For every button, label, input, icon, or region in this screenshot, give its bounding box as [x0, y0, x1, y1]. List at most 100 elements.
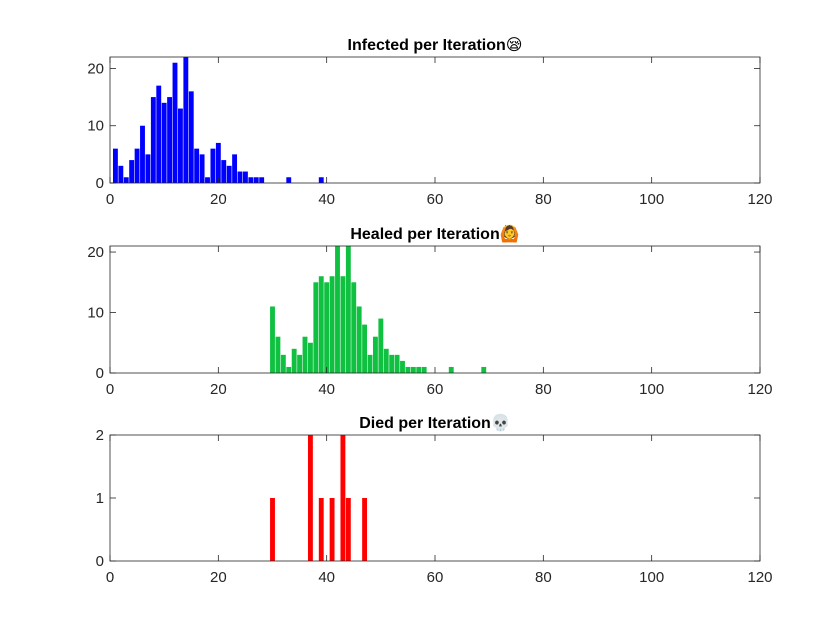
infected-bar — [237, 171, 243, 183]
healed-bar — [394, 354, 400, 373]
infected-bar — [145, 154, 151, 183]
died-xtick-label: 0 — [106, 569, 114, 586]
healed-bar — [481, 366, 487, 373]
infected-bar — [118, 165, 124, 183]
infected-xtick-label: 40 — [318, 191, 335, 208]
healed-bar — [400, 360, 405, 373]
infected-ytick-label: 20 — [87, 60, 104, 77]
infected-xtick-label: 60 — [427, 191, 444, 208]
healed-xtick-label: 20 — [210, 381, 227, 398]
died-xtick-label: 60 — [427, 569, 444, 586]
infected-bar — [286, 177, 292, 183]
died-xtick-label: 100 — [639, 569, 664, 586]
died-xtick-label: 40 — [318, 569, 335, 586]
died-plot-area — [110, 435, 760, 561]
healed-bar — [286, 366, 292, 373]
infected-bar — [161, 102, 167, 183]
healed-bar — [329, 276, 335, 373]
healed-xtick-label: 40 — [318, 381, 335, 398]
infected-bar — [232, 154, 238, 183]
infected-xtick-label: 120 — [747, 191, 772, 208]
died-subplot: 0 20 40 60 80 100 120 0 1 2 Died per Iteration💀 — [96, 413, 773, 586]
died-ytick-label: 0 — [96, 553, 104, 570]
infected-bar — [205, 177, 210, 183]
healed-bar — [345, 246, 351, 373]
infected-xtick-label: 80 — [535, 191, 552, 208]
died-bar — [329, 498, 335, 561]
healed-bar — [335, 246, 340, 373]
died-ytick-label: 1 — [96, 490, 104, 507]
healed-ytick-label: 0 — [96, 365, 104, 382]
healed-bar — [297, 354, 303, 373]
infected-bar — [221, 160, 227, 183]
healed-bar — [280, 354, 286, 373]
healed-bar — [383, 348, 389, 373]
infected-bar — [183, 57, 189, 183]
infected-bar — [194, 148, 200, 183]
infected-plot-area — [110, 57, 760, 183]
healed-bar — [324, 282, 330, 373]
infected-bar — [210, 148, 216, 183]
infected-bar — [172, 62, 178, 184]
infected-ytick-label: 0 — [96, 175, 104, 192]
healed-bar — [307, 342, 313, 373]
infected-bar — [242, 171, 248, 183]
died-bar — [340, 435, 346, 561]
healed-xtick-label: 80 — [535, 381, 552, 398]
healed-bar — [372, 336, 378, 373]
healed-xtick-label: 120 — [747, 381, 772, 398]
infected-bar — [156, 85, 162, 183]
healed-subplot: 0 20 40 60 80 100 120 0 10 20 Healed per Iteration… — [87, 224, 772, 398]
healed-bar — [421, 366, 427, 373]
infected-bar — [129, 160, 135, 183]
infected-bar — [199, 154, 205, 183]
infected-ytick-label: 10 — [87, 118, 104, 135]
healed-title: Healed per Iteration🙆 — [350, 224, 519, 243]
died-bar — [307, 435, 313, 561]
infected-bar — [177, 108, 183, 183]
healed-bar — [410, 366, 416, 373]
died-bar — [345, 498, 351, 561]
healed-bar — [362, 324, 368, 373]
died-bar — [318, 498, 324, 561]
healed-ytick-label: 20 — [87, 244, 104, 261]
died-bar — [362, 498, 368, 561]
healed-bar — [356, 306, 362, 373]
healed-bar — [291, 348, 297, 373]
infected-bar — [259, 177, 265, 183]
healed-bar — [270, 306, 275, 373]
healed-bar — [351, 282, 357, 373]
healed-bar — [448, 366, 454, 373]
healed-ytick-label: 10 — [87, 305, 104, 322]
healed-bar — [313, 282, 319, 373]
healed-bar — [318, 276, 324, 373]
healed-xtick-label: 60 — [427, 381, 444, 398]
died-ytick-label: 2 — [96, 427, 104, 444]
infected-xtick-label: 0 — [106, 191, 114, 208]
infected-subplot: 0 20 40 60 80 100 120 0 10 20 Infected per Iterati… — [87, 37, 772, 208]
infected-bar — [226, 165, 232, 183]
infected-title: Infected per Iteration😪 — [348, 37, 523, 54]
infected-bar — [215, 142, 221, 183]
died-title: Died per Iteration💀 — [359, 413, 511, 432]
infected-bar — [253, 177, 259, 183]
healed-xtick-label: 100 — [639, 381, 664, 398]
healed-bar — [275, 336, 281, 373]
healed-bar — [367, 354, 373, 373]
healed-bar — [378, 318, 384, 373]
infected-bar — [150, 97, 156, 183]
infected-bar — [248, 177, 254, 183]
infected-bar — [112, 148, 118, 183]
infected-xtick-label: 20 — [210, 191, 227, 208]
infected-bar — [318, 177, 324, 183]
infected-bar — [123, 177, 129, 183]
died-xtick-label: 20 — [210, 569, 227, 586]
infected-bar — [188, 91, 194, 183]
infected-bar — [140, 125, 145, 183]
infected-xtick-label: 100 — [639, 191, 664, 208]
healed-xtick-label: 0 — [106, 381, 114, 398]
infected-bar — [134, 148, 140, 183]
died-xtick-label: 120 — [747, 569, 772, 586]
